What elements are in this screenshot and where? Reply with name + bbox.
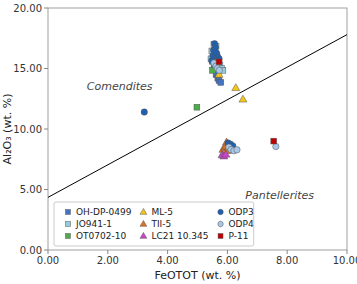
series — [211, 60, 279, 154]
x-axis-label: FeOTOT (wt. %) — [154, 269, 240, 282]
y-tick-label: 0.00 — [20, 245, 42, 256]
annotation: Pantellerites — [245, 189, 314, 202]
legend-marker — [66, 210, 71, 215]
point — [141, 109, 147, 115]
point — [234, 147, 240, 153]
legend-label: LC21 10.345 — [151, 231, 208, 241]
y-tick — [44, 250, 48, 251]
legend-marker — [140, 232, 147, 238]
series — [194, 67, 215, 110]
y-axis-label: Al₂O₃ (wt. %) — [1, 94, 14, 165]
plot-frame — [48, 8, 347, 250]
y-tick-label: 15.00 — [13, 63, 42, 74]
legend-marker — [66, 234, 71, 239]
annotation: Comendites — [87, 80, 153, 93]
legend-label: JO941-1 — [75, 219, 112, 229]
axes: 0.00 2.00 4.00 6.00 8.00 10.00 0.00 5.00 10.00 15… — [13, 3, 357, 267]
series — [210, 58, 224, 85]
x-tick-label: 2.00 — [97, 255, 119, 266]
series — [141, 40, 236, 149]
legend-marker — [140, 208, 147, 214]
legend-marker — [140, 220, 147, 226]
y-tick-label: 20.00 — [13, 3, 42, 14]
background — [0, 0, 357, 284]
legend: OH-DP-0499 JO941-1 OT0702-10 ML-5 TII-5 LC21 … — [54, 202, 254, 246]
x-tick-label: 0.00 — [37, 255, 59, 266]
chart: 0.00 2.00 4.00 6.00 8.00 10.00 0.00 5.00 10.00 15… — [0, 0, 357, 284]
point — [218, 80, 224, 86]
series — [215, 70, 247, 102]
legend-label: OT0702-10 — [76, 231, 126, 241]
x-tick — [167, 250, 168, 254]
legend-marker — [218, 234, 223, 239]
x-tick — [107, 250, 108, 254]
y-tick — [44, 189, 48, 190]
point — [232, 84, 240, 91]
point — [216, 59, 222, 65]
x-tick — [287, 250, 288, 254]
point — [273, 143, 279, 149]
legend-label: ODP4 — [229, 219, 254, 229]
legend-label: TII-5 — [150, 219, 171, 229]
series — [216, 59, 277, 144]
y-tick-label: 5.00 — [20, 184, 42, 195]
series — [218, 150, 230, 159]
x-tick — [347, 250, 348, 254]
x-tick-label: 10.00 — [333, 255, 357, 266]
annotations: Comendites Pantellerites — [87, 80, 314, 202]
plot-area — [48, 35, 347, 198]
y-tick-label: 10.00 — [13, 124, 42, 135]
x-tick-label: 4.00 — [156, 255, 178, 266]
point — [194, 104, 200, 110]
y-tick — [44, 8, 48, 9]
x-tick — [48, 250, 49, 254]
y-tick — [44, 129, 48, 130]
point — [271, 138, 277, 144]
legend-label: ML-5 — [151, 207, 173, 217]
legend-label: ODP3 — [229, 207, 254, 217]
x-tick-label: 6.00 — [216, 255, 238, 266]
point — [216, 67, 222, 73]
y-tick — [44, 68, 48, 69]
legend-label: OH-DP-0499 — [76, 207, 132, 217]
point — [239, 95, 247, 102]
legend-marker — [66, 222, 71, 227]
legend-marker — [218, 221, 223, 226]
legend-label: P-11 — [229, 231, 249, 241]
legend-marker — [218, 209, 223, 214]
legend-frame — [54, 202, 254, 246]
series — [208, 41, 226, 73]
x-tick-label: 8.00 — [276, 255, 298, 266]
x-tick — [227, 250, 228, 254]
dividing-line — [48, 35, 347, 198]
